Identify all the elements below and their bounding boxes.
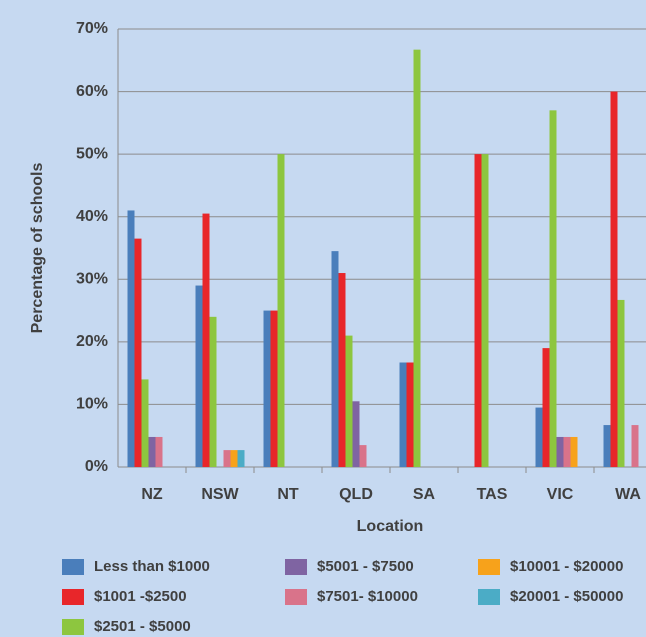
legend-label: $5001 - $7500	[317, 558, 414, 575]
y-tick-label: 60%	[76, 83, 108, 100]
bar	[549, 110, 557, 467]
y-tick-label: 50%	[76, 145, 108, 162]
x-tick-label: SA	[413, 486, 436, 503]
bar	[556, 436, 564, 467]
legend-swatch	[62, 589, 84, 605]
y-tick-label: 0%	[85, 458, 108, 475]
x-tick-label: QLD	[339, 486, 373, 503]
x-tick-label: WA	[615, 486, 641, 503]
bar	[542, 348, 550, 467]
legend-swatch	[478, 559, 500, 575]
legend-label: $7501- $10000	[317, 588, 418, 605]
y-tick-label: 20%	[76, 333, 108, 350]
bar	[352, 401, 360, 467]
x-axis-title: Location	[357, 518, 424, 535]
bar	[413, 49, 421, 468]
bar	[277, 154, 285, 467]
bar	[535, 407, 543, 467]
y-axis-title: Percentage of schools	[29, 163, 46, 334]
bar	[406, 362, 414, 467]
bar	[345, 335, 353, 467]
legend-swatch	[62, 619, 84, 635]
x-tick-label: TAS	[477, 486, 508, 503]
y-tick-label: 70%	[76, 20, 108, 37]
y-tick-label: 40%	[76, 208, 108, 225]
x-tick-label: NSW	[201, 486, 239, 503]
legend-label: $1001 -$2500	[94, 588, 187, 605]
legend-label: $2501 - $5000	[94, 618, 191, 635]
x-tick-label: NT	[277, 486, 299, 503]
bar	[399, 362, 407, 467]
bar	[263, 310, 271, 467]
bar	[474, 154, 482, 467]
bar	[202, 213, 210, 467]
bar	[610, 91, 618, 468]
bar	[237, 450, 245, 467]
legend-label: $10001 - $20000	[510, 558, 623, 575]
bar	[481, 154, 489, 467]
bar	[631, 425, 639, 467]
bar	[230, 450, 238, 467]
bar	[603, 425, 611, 467]
bar	[617, 299, 625, 467]
y-tick-label: 30%	[76, 271, 108, 288]
bar	[563, 436, 571, 467]
bar	[148, 436, 156, 467]
legend-label: $20001 - $50000	[510, 588, 623, 605]
bar	[195, 285, 203, 467]
x-tick-label: NZ	[141, 486, 163, 503]
bar	[155, 436, 163, 467]
legend-swatch	[285, 559, 307, 575]
bar	[223, 450, 231, 467]
bar	[359, 445, 367, 467]
bar	[270, 310, 278, 467]
legend-swatch	[478, 589, 500, 605]
legend-label: Less than $1000	[94, 558, 210, 575]
x-tick-label: VIC	[547, 486, 574, 503]
bar	[331, 251, 339, 467]
bar	[127, 210, 135, 467]
bar	[209, 316, 217, 467]
y-tick-label: 10%	[76, 396, 108, 413]
bar	[134, 238, 142, 467]
legend-swatch	[285, 589, 307, 605]
bar	[141, 379, 149, 467]
legend-swatch	[62, 559, 84, 575]
bar	[570, 436, 578, 467]
bar	[338, 273, 346, 467]
